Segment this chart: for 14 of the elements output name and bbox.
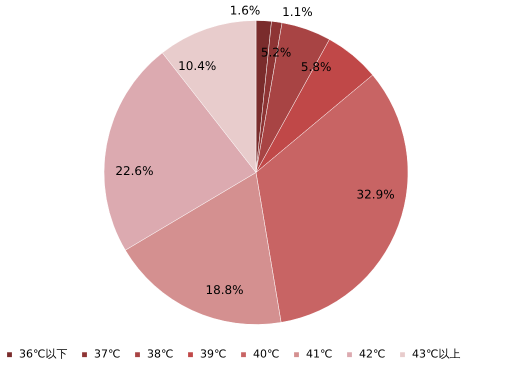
data-label: 22.6%: [115, 164, 154, 178]
data-label: 18.8%: [205, 282, 244, 297]
legend-label: 37℃: [94, 348, 120, 361]
legend-label: 38℃: [147, 348, 174, 361]
legend-label: 42℃: [359, 348, 386, 361]
data-label: 32.9%: [356, 188, 395, 202]
legend-label: 36℃以下: [19, 348, 68, 361]
legend-label: 39℃: [200, 348, 226, 361]
data-label: 1.1%: [282, 5, 313, 20]
legend-label: 41℃: [306, 348, 332, 361]
legend-label: 43℃以上: [412, 348, 460, 361]
legend-label: 40℃: [253, 348, 280, 361]
data-label: 10.4%: [178, 59, 216, 74]
data-label: 1.6%: [230, 4, 260, 18]
